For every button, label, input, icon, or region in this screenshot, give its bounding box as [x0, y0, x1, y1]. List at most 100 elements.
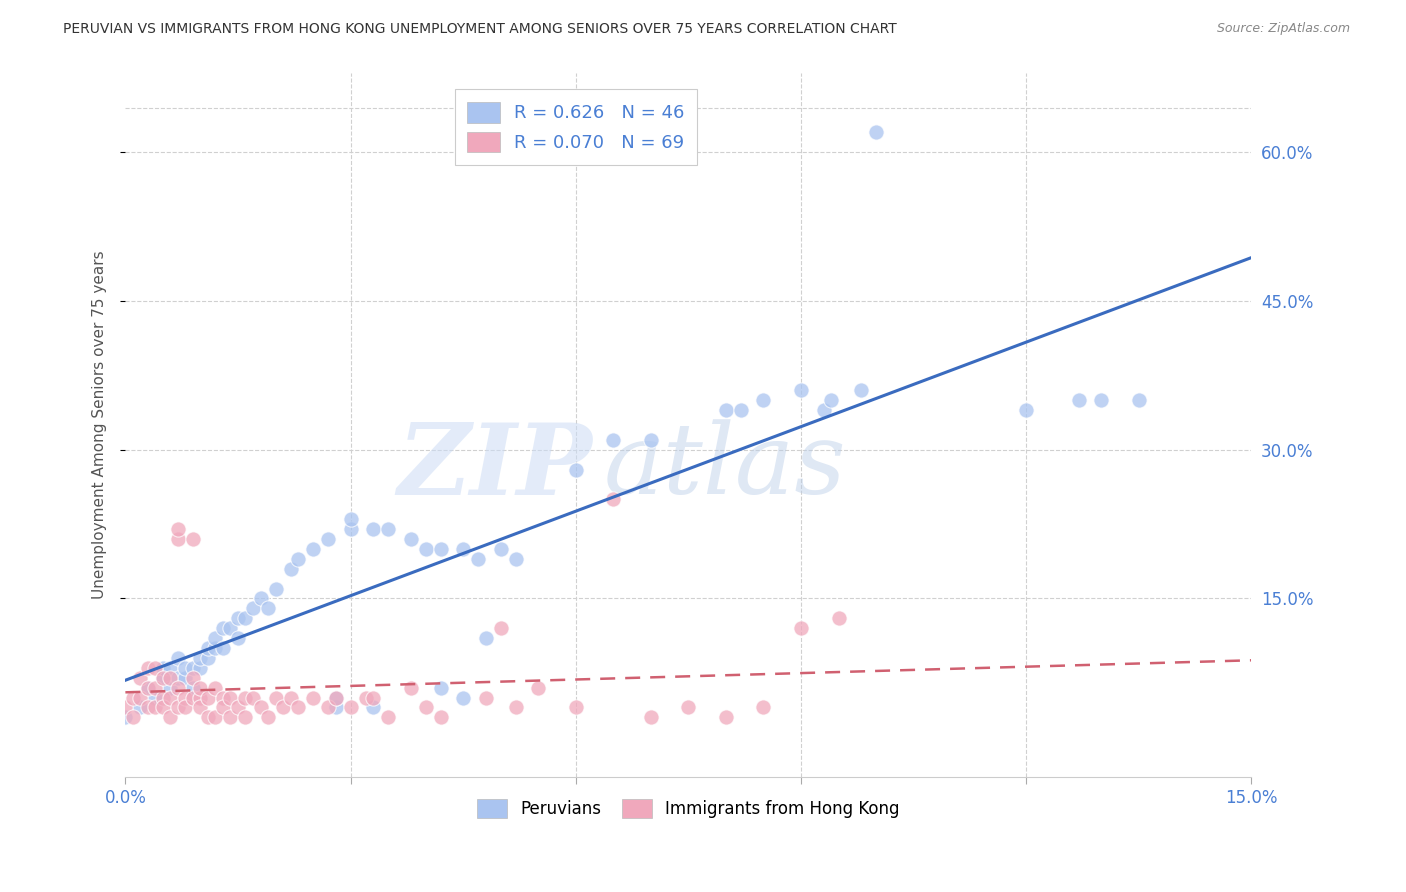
- Point: [197, 710, 219, 724]
- Point: [159, 681, 181, 695]
- Point: [257, 710, 280, 724]
- Point: [114, 710, 136, 724]
- Point: [190, 690, 212, 705]
- Point: [467, 551, 489, 566]
- Point: [145, 700, 167, 714]
- Text: Source: ZipAtlas.com: Source: ZipAtlas.com: [1216, 22, 1350, 36]
- Point: [505, 551, 527, 566]
- Point: [159, 690, 181, 705]
- Point: [197, 640, 219, 655]
- Point: [152, 661, 174, 675]
- Point: [212, 690, 235, 705]
- Point: [181, 661, 204, 675]
- Point: [242, 690, 264, 705]
- Point: [377, 710, 399, 724]
- Y-axis label: Unemployment Among Seniors over 75 years: Unemployment Among Seniors over 75 years: [93, 251, 107, 599]
- Point: [429, 681, 451, 695]
- Point: [129, 690, 152, 705]
- Point: [264, 582, 287, 596]
- Point: [271, 700, 294, 714]
- Point: [474, 631, 496, 645]
- Point: [212, 621, 235, 635]
- Point: [190, 651, 212, 665]
- Point: [361, 700, 384, 714]
- Point: [565, 462, 588, 476]
- Point: [257, 601, 280, 615]
- Point: [325, 690, 347, 705]
- Point: [181, 681, 204, 695]
- Point: [226, 700, 249, 714]
- Point: [167, 671, 190, 685]
- Point: [640, 433, 662, 447]
- Point: [159, 671, 181, 685]
- Point: [122, 690, 145, 705]
- Point: [242, 601, 264, 615]
- Point: [325, 690, 347, 705]
- Point: [1067, 393, 1090, 408]
- Point: [152, 700, 174, 714]
- Point: [280, 690, 302, 705]
- Point: [565, 700, 588, 714]
- Point: [219, 690, 242, 705]
- Point: [219, 710, 242, 724]
- Point: [505, 700, 527, 714]
- Point: [129, 671, 152, 685]
- Text: ZIP: ZIP: [398, 419, 593, 516]
- Point: [280, 562, 302, 576]
- Point: [226, 611, 249, 625]
- Point: [316, 700, 339, 714]
- Point: [752, 700, 775, 714]
- Point: [339, 700, 361, 714]
- Point: [167, 651, 190, 665]
- Point: [377, 522, 399, 536]
- Point: [325, 700, 347, 714]
- Point: [181, 532, 204, 546]
- Point: [602, 433, 624, 447]
- Point: [264, 690, 287, 705]
- Point: [813, 403, 835, 417]
- Point: [114, 700, 136, 714]
- Point: [136, 681, 159, 695]
- Point: [730, 403, 752, 417]
- Point: [181, 671, 204, 685]
- Point: [316, 532, 339, 546]
- Point: [152, 671, 174, 685]
- Point: [790, 621, 813, 635]
- Point: [235, 690, 257, 705]
- Point: [1015, 403, 1038, 417]
- Point: [415, 541, 437, 556]
- Point: [212, 640, 235, 655]
- Point: [1128, 393, 1150, 408]
- Point: [122, 710, 145, 724]
- Point: [235, 710, 257, 724]
- Point: [204, 710, 226, 724]
- Point: [714, 710, 737, 724]
- Point: [204, 631, 226, 645]
- Text: PERUVIAN VS IMMIGRANTS FROM HONG KONG UNEMPLOYMENT AMONG SENIORS OVER 75 YEARS C: PERUVIAN VS IMMIGRANTS FROM HONG KONG UN…: [63, 22, 897, 37]
- Legend: Peruvians, Immigrants from Hong Kong: Peruvians, Immigrants from Hong Kong: [471, 792, 905, 825]
- Point: [474, 690, 496, 705]
- Point: [136, 700, 159, 714]
- Point: [145, 690, 167, 705]
- Point: [640, 710, 662, 724]
- Point: [287, 551, 309, 566]
- Point: [451, 541, 474, 556]
- Point: [190, 700, 212, 714]
- Point: [451, 690, 474, 705]
- Point: [302, 541, 325, 556]
- Point: [790, 383, 813, 397]
- Point: [145, 681, 167, 695]
- Point: [399, 681, 422, 695]
- Point: [190, 681, 212, 695]
- Text: atlas: atlas: [605, 419, 846, 515]
- Point: [714, 403, 737, 417]
- Point: [302, 690, 325, 705]
- Point: [827, 611, 849, 625]
- Point: [129, 700, 152, 714]
- Point: [197, 651, 219, 665]
- Point: [361, 522, 384, 536]
- Point: [174, 700, 197, 714]
- Point: [249, 700, 271, 714]
- Point: [181, 690, 204, 705]
- Point: [820, 393, 842, 408]
